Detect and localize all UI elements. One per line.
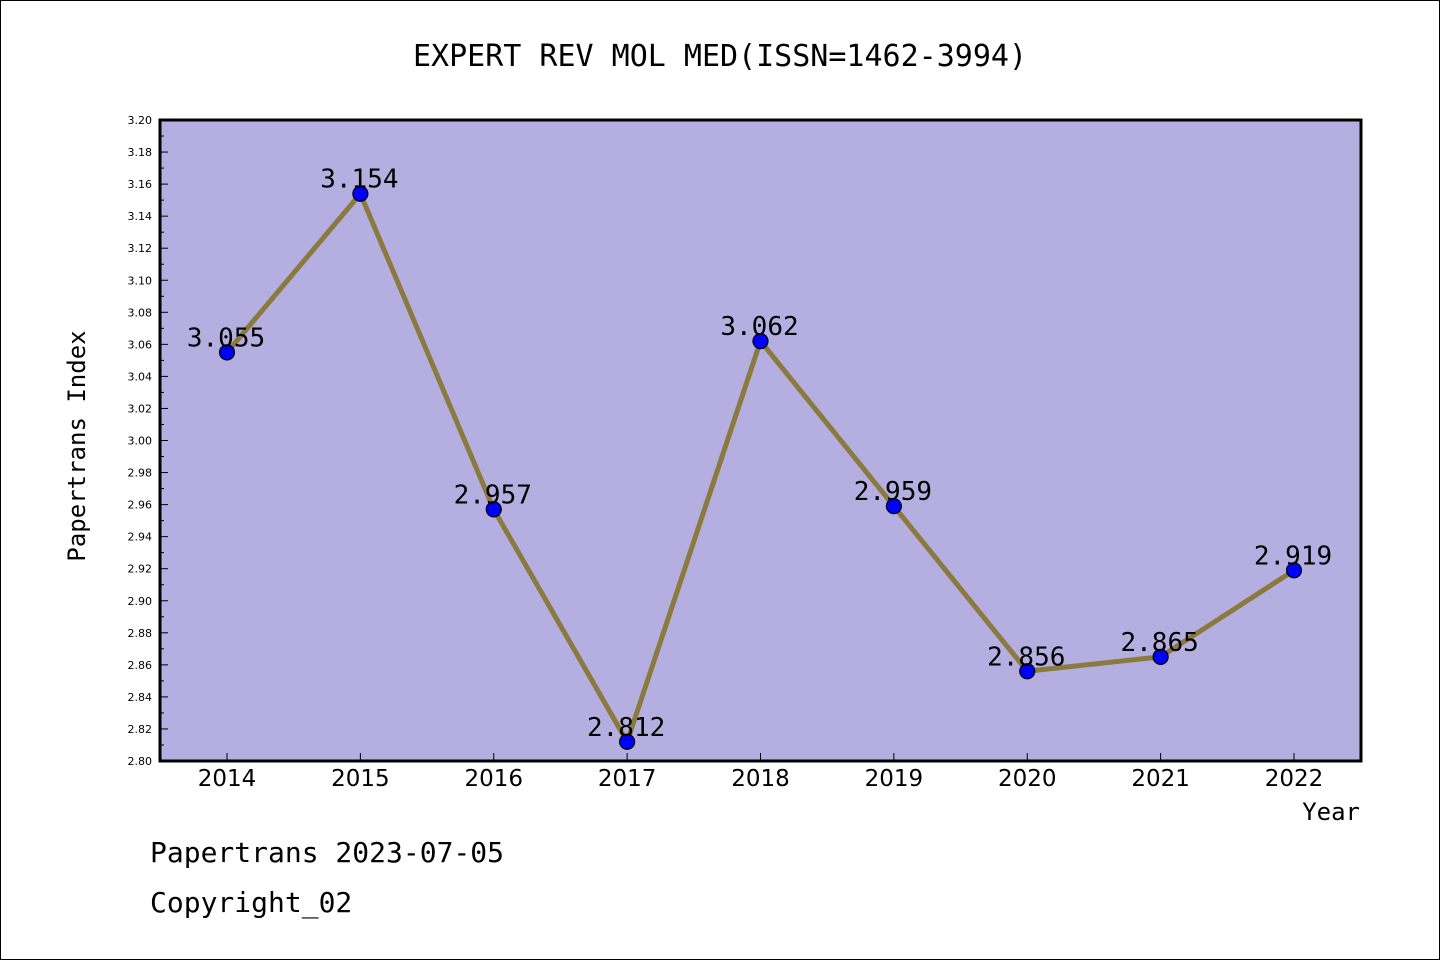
- data-label: 2.812: [587, 713, 665, 743]
- y-tick-label: 2.98: [128, 467, 153, 480]
- y-tick-label: 3.04: [128, 370, 153, 383]
- y-tick-label: 2.92: [128, 563, 153, 576]
- x-tick-label: 2020: [998, 766, 1057, 792]
- x-tick-label: 2015: [331, 766, 390, 792]
- footer-copyright-text: Copyright_02: [150, 886, 353, 919]
- y-tick-label: 3.08: [128, 306, 153, 319]
- data-label: 2.959: [854, 477, 932, 507]
- y-tick-label: 3.10: [128, 274, 153, 287]
- data-point: [619, 733, 636, 750]
- data-label: 2.856: [987, 642, 1065, 672]
- x-tick-label: 2016: [464, 766, 523, 792]
- y-tick-label: 3.02: [128, 402, 153, 415]
- y-tick-label: 3.00: [128, 435, 153, 448]
- y-axis-title: Papertrans Index: [63, 330, 91, 561]
- x-axis-title: Year: [1302, 798, 1360, 826]
- x-tick-label: 2021: [1131, 766, 1190, 792]
- y-tick-label: 2.96: [128, 499, 153, 512]
- y-tick-label: 2.90: [128, 595, 153, 608]
- data-point: [1152, 648, 1169, 665]
- data-point: [752, 333, 769, 350]
- data-label: 2.865: [1120, 628, 1198, 658]
- y-tick-label: 2.86: [128, 659, 153, 672]
- y-axis: 2.80 2.82 2.84 2.86 2.88 2.90 2.92 2.94 2.96 2.98…: [128, 114, 168, 768]
- data-point: [1285, 562, 1303, 579]
- data-point: [1019, 663, 1036, 680]
- y-tick-label: 3.16: [128, 178, 153, 191]
- x-tick-label: 2018: [731, 766, 790, 792]
- y-tick-label: 2.84: [128, 691, 153, 704]
- data-label: 2.957: [454, 480, 532, 510]
- data-label: 3.154: [320, 165, 398, 195]
- data-point-group: [218, 185, 1303, 750]
- data-point: [218, 344, 236, 361]
- y-tick-label: 3.14: [128, 210, 153, 223]
- y-tick-label: 3.20: [128, 114, 153, 127]
- y-tick-label: 2.94: [128, 531, 153, 544]
- x-tick-label: 2017: [598, 766, 657, 792]
- x-tick-label: 2019: [865, 766, 924, 792]
- y-tick-label: 3.18: [128, 146, 153, 159]
- footer-date-text: Papertrans 2023-07-05: [150, 836, 505, 869]
- x-axis: 2014 2015 2016 2017 2018 2019 2020 2021 2022: [198, 753, 1324, 792]
- data-label: 2.919: [1254, 541, 1332, 571]
- y-tick-label: 2.80: [128, 755, 153, 768]
- x-tick-label: 2022: [1265, 766, 1324, 792]
- chart-title: EXPERT REV MOL MED(ISSN=1462-3994): [413, 39, 1027, 74]
- data-label: 3.062: [720, 312, 798, 342]
- y-tick-label: 2.88: [128, 627, 153, 640]
- data-label: 3.055: [187, 323, 265, 353]
- data-point: [885, 498, 902, 515]
- data-label-group: 3.055 3.154 2.957 2.812 3.062 2.959 2.856 2.865…: [187, 165, 1332, 743]
- x-tick-label: 2014: [198, 766, 257, 792]
- data-point: [485, 501, 502, 518]
- y-tick-label: 2.82: [128, 723, 153, 736]
- y-tick-label: 3.06: [128, 338, 153, 351]
- y-tick-label: 3.12: [128, 242, 153, 255]
- data-point: [352, 185, 369, 202]
